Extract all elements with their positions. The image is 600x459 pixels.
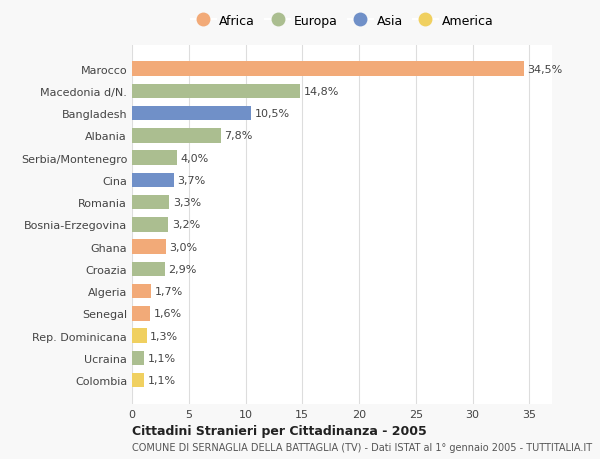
Text: 14,8%: 14,8% <box>304 87 339 96</box>
Text: 3,0%: 3,0% <box>169 242 197 252</box>
Bar <box>132 129 221 143</box>
Bar <box>132 173 174 188</box>
Bar <box>132 84 300 99</box>
Bar <box>132 307 150 321</box>
Text: 1,1%: 1,1% <box>148 375 176 386</box>
Bar <box>132 240 166 254</box>
Bar <box>132 106 251 121</box>
Text: 1,1%: 1,1% <box>148 353 176 363</box>
Text: 10,5%: 10,5% <box>254 109 290 119</box>
Text: 2,9%: 2,9% <box>169 264 197 274</box>
Bar <box>132 329 147 343</box>
Text: 3,2%: 3,2% <box>172 220 200 230</box>
Text: 1,6%: 1,6% <box>154 309 182 319</box>
Text: 1,3%: 1,3% <box>150 331 178 341</box>
Text: 34,5%: 34,5% <box>527 64 562 74</box>
Text: 1,7%: 1,7% <box>155 286 183 297</box>
Text: Cittadini Stranieri per Cittadinanza - 2005: Cittadini Stranieri per Cittadinanza - 2… <box>132 425 427 437</box>
Text: COMUNE DI SERNAGLIA DELLA BATTAGLIA (TV) - Dati ISTAT al 1° gennaio 2005 - TUTTI: COMUNE DI SERNAGLIA DELLA BATTAGLIA (TV)… <box>132 442 592 452</box>
Bar <box>132 151 178 166</box>
Bar <box>132 196 169 210</box>
Bar <box>132 62 524 77</box>
Text: 7,8%: 7,8% <box>224 131 253 141</box>
Text: 4,0%: 4,0% <box>181 153 209 163</box>
Bar <box>132 373 145 388</box>
Legend: Africa, Europa, Asia, America: Africa, Europa, Asia, America <box>185 10 499 33</box>
Bar <box>132 284 151 299</box>
Text: 3,7%: 3,7% <box>178 175 206 185</box>
Bar <box>132 262 165 277</box>
Bar <box>132 351 145 365</box>
Bar <box>132 218 169 232</box>
Text: 3,3%: 3,3% <box>173 198 201 207</box>
